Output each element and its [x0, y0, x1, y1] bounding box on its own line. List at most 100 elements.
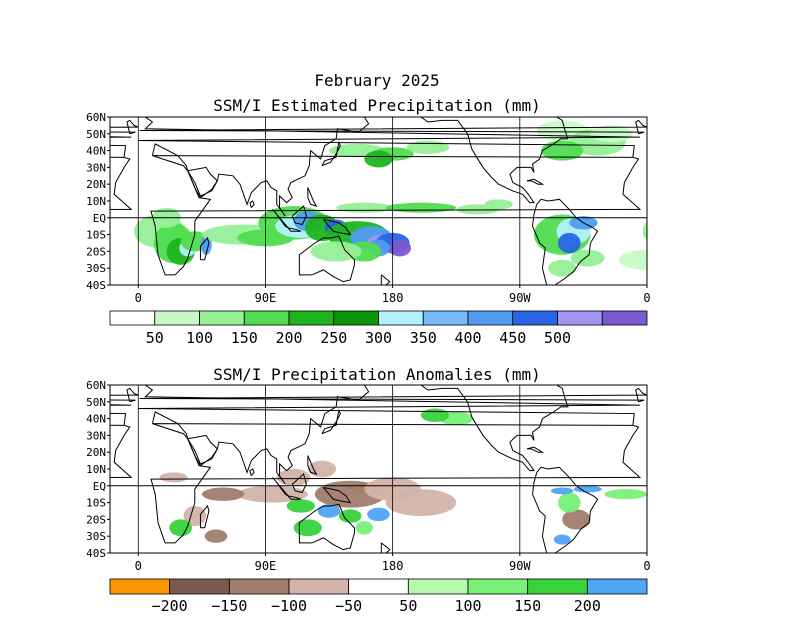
precip-field-patch [388, 239, 412, 257]
coastline [323, 486, 352, 504]
coastline [110, 424, 133, 478]
colorbar-swatch [348, 578, 409, 595]
coastline [298, 503, 355, 551]
precip-field-patch [590, 125, 633, 143]
lat-label: 50N [86, 128, 106, 141]
coastline [420, 117, 569, 204]
colorbar-swatch [407, 578, 469, 595]
lat-label: 20S [86, 245, 106, 258]
precip-field-patch [406, 140, 450, 154]
coastline [287, 495, 301, 500]
coastline [660, 424, 800, 543]
lon-label: 0 [135, 291, 142, 305]
coastline [569, 117, 590, 118]
anomaly-panel: SSM/I Precipitation Anomalies (mm) 60N 50… [61, 365, 800, 615]
colorbar-swatch [467, 578, 529, 595]
colorbar-label: 450 [499, 329, 526, 347]
colorbar-label: −150 [211, 597, 247, 615]
colorbar-swatch [228, 578, 290, 595]
coastline [709, 506, 717, 528]
coastline [272, 209, 289, 229]
precip-field-patch [310, 241, 362, 262]
colorbar-swatch [199, 310, 245, 326]
colorbar-swatch [527, 578, 588, 595]
precip-field-patch [276, 469, 311, 486]
lat-label: 60N [86, 111, 106, 124]
coastline [61, 382, 79, 385]
coastline [61, 114, 79, 117]
coastline [321, 408, 341, 435]
colorbar-swatch [601, 310, 648, 326]
precipitation-colorbar: 50 100 150 200 250 300 350 400 450 500 [109, 310, 648, 347]
coastline [696, 435, 726, 464]
colorbar-swatch [586, 578, 648, 595]
colorbar-swatch [422, 310, 469, 326]
lon-label: 0 [643, 559, 650, 573]
anomaly-axes: 60N 50N 40N 30N 20N 10N EQ 10S 20S 30S 40S 0 90E 180 9… [86, 379, 650, 573]
lat-label: 10S [86, 229, 106, 242]
coastline [526, 178, 545, 185]
lat-label: 40S [86, 547, 106, 560]
coastline [526, 446, 545, 453]
colorbar-label: 400 [454, 329, 481, 347]
lat-label: 30S [86, 262, 106, 275]
colorbar-label: 200 [275, 329, 302, 347]
coastline [272, 477, 289, 497]
precip-field-patch [557, 492, 581, 513]
lat-label: 20S [86, 513, 106, 526]
precip-field-patch [618, 249, 647, 270]
colorbar-label: −50 [335, 597, 362, 615]
lon-label: 90E [255, 291, 277, 305]
colorbar-label: 100 [454, 597, 481, 615]
colorbar-label: −100 [271, 597, 307, 615]
coastline [696, 167, 726, 196]
precip-field-patch [548, 259, 577, 277]
coastline [24, 199, 89, 285]
precip-field-patch [604, 489, 647, 500]
lon-label: 180 [382, 291, 404, 305]
coastline [291, 205, 307, 226]
coastline [660, 156, 800, 275]
precipitation-map [18, 114, 800, 286]
lat-label: 40N [86, 145, 106, 158]
coastline [759, 201, 763, 208]
precip-field-patch [550, 487, 574, 495]
precip-field-patch [367, 507, 390, 522]
precip-field-patch [385, 202, 457, 213]
colorbar-swatch [288, 578, 350, 595]
coastline [321, 140, 341, 167]
anomaly-map [61, 382, 800, 554]
colorbar-label: 300 [365, 329, 392, 347]
precip-field-patch [286, 499, 315, 513]
coastline [569, 385, 590, 386]
lat-label: 20N [86, 446, 106, 459]
colorbar-label: 100 [186, 329, 213, 347]
coastline [249, 200, 255, 209]
precip-field-patch [317, 504, 341, 518]
precip-field-patch [336, 202, 393, 213]
lat-label: 50N [86, 396, 106, 409]
precip-field-patch [385, 489, 457, 517]
colorbar-swatch [109, 310, 156, 326]
coastline [532, 466, 599, 553]
precip-field-patch [484, 199, 513, 210]
colorbar-label: 150 [231, 329, 258, 347]
coastline [646, 408, 647, 410]
lat-label: 10N [86, 195, 106, 208]
precip-field-patch [159, 472, 188, 483]
lon-label: 0 [643, 291, 650, 305]
colorbar-label: 150 [514, 597, 541, 615]
precip-field-patch [201, 487, 245, 501]
coastline [18, 179, 34, 184]
precip-field-patch [570, 249, 605, 267]
colorbar-swatch [467, 310, 514, 326]
anomaly-colorbar: −200 −150 −100 −50 50 100 150 200 [109, 578, 648, 615]
colorbar-swatch [243, 310, 290, 326]
precip-field-patch [420, 408, 450, 422]
precipitation-panel: SSM/I Estimated Precipitation (mm) 60N 50… [18, 96, 800, 347]
precip-field-patch [562, 509, 591, 530]
precip-field-patch [553, 534, 571, 545]
coastline [781, 477, 797, 495]
lon-label: 0 [135, 559, 142, 573]
coastline [110, 387, 139, 403]
